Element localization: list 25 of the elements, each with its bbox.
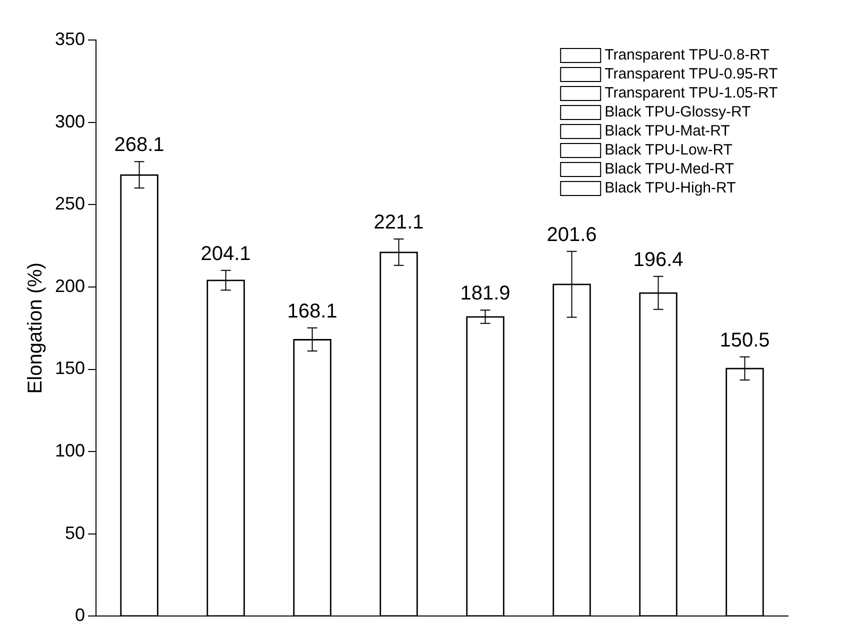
data-label: 204.1: [200, 242, 251, 265]
legend-label: Black TPU-High-RT: [604, 180, 736, 197]
data-label: 150.5: [720, 329, 770, 352]
y-tick-label: 50: [65, 522, 86, 543]
data-label: 168.1: [287, 300, 338, 322]
data-label: 181.9: [460, 282, 510, 305]
legend-label: Black TPU-Mat-RT: [604, 122, 730, 140]
data-label: 196.4: [633, 248, 684, 271]
legend-label: Transparent TPU-0.8-RT: [604, 46, 770, 64]
legend-label: Black TPU-Low-RT: [604, 142, 732, 159]
y-tick-label: 0: [75, 605, 86, 626]
legend-label: Transparent TPU-0.95-RT: [604, 66, 778, 83]
y-tick-label: 250: [54, 194, 86, 214]
y-tick-label: 150: [54, 358, 86, 378]
y-tick-label: 200: [54, 276, 86, 296]
y-tick-label: 350: [54, 28, 86, 49]
legend-label: Transparent TPU-1.05-RT: [604, 84, 778, 102]
legend-label: Black TPU-Glossy-RT: [604, 104, 751, 121]
y-tick-label: 100: [54, 440, 86, 461]
data-label: 268.1: [114, 134, 164, 156]
y-axis-title: Elongation (%): [24, 262, 47, 394]
legend-label: Black TPU-Med-RT: [604, 160, 734, 178]
data-label: 201.6: [546, 224, 597, 246]
data-label: 221.1: [374, 212, 424, 234]
y-tick-label: 300: [54, 111, 86, 132]
